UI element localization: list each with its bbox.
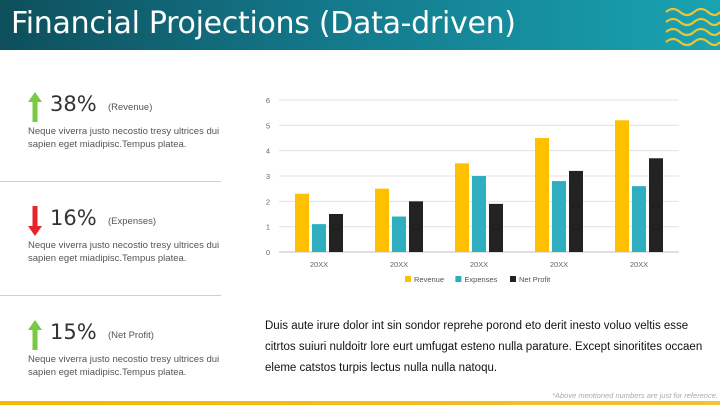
stat-label: (Net Profit)	[108, 330, 154, 341]
divider	[0, 295, 221, 296]
arrow-shape	[28, 320, 42, 350]
bar-chart: 0 1 2 3 4 5 6 20XX 20XX 20XX 20XX 20XX Revenue Expens…	[266, 96, 679, 284]
x-tick-label: 20XX	[310, 260, 328, 269]
bar	[649, 158, 663, 252]
bar	[409, 201, 423, 252]
y-tick-label: 4	[266, 147, 270, 156]
stat-expenses: 16% (Expenses) Neque viverra justo necos…	[28, 206, 238, 265]
bar	[312, 224, 326, 252]
bar	[375, 188, 389, 252]
arrow-shape	[28, 206, 42, 236]
bottom-accent-bar	[0, 401, 720, 405]
bar	[329, 214, 343, 252]
bar	[295, 193, 309, 252]
stat-description: Neque viverra justo necostio tresy ultri…	[28, 126, 220, 150]
bar	[552, 181, 566, 252]
legend-swatch	[510, 276, 516, 282]
bar	[615, 120, 629, 252]
y-tick-label: 1	[266, 223, 270, 232]
legend-swatch	[455, 276, 462, 282]
stat-label: (Expenses)	[108, 216, 157, 227]
legend-entry: Revenue	[414, 275, 444, 284]
legend-entry: Net Profit	[519, 275, 551, 284]
wave-decoration-icon	[665, 7, 720, 47]
bar	[489, 203, 503, 252]
y-tick-label: 3	[266, 172, 270, 181]
arrow-shape	[28, 92, 42, 122]
arrow-up-icon	[28, 320, 42, 350]
x-tick-label: 20XX	[470, 260, 488, 269]
stat-description: Neque viverra justo necostio tresy ultri…	[28, 354, 220, 378]
stat-net-profit: 15% (Net Profit) Neque viverra justo nec…	[28, 320, 238, 379]
stat-percent: 38%	[50, 92, 97, 116]
bar	[472, 176, 486, 252]
divider	[0, 181, 221, 182]
page-title: Financial Projections (Data-driven)	[11, 6, 516, 41]
body-paragraph: Duis aute irure dolor int sin sondor rep…	[265, 320, 703, 374]
x-tick-label: 20XX	[390, 260, 408, 269]
bar	[535, 138, 549, 252]
x-tick-label: 20XX	[550, 260, 568, 269]
y-tick-label: 0	[266, 248, 270, 257]
y-tick-label: 2	[266, 197, 270, 206]
arrow-up-icon	[28, 92, 42, 122]
legend-entry: Expenses	[464, 275, 497, 284]
bar	[632, 186, 646, 252]
y-tick-label: 6	[266, 96, 270, 105]
stat-revenue: 38% (Revenue) Neque viverra justo necost…	[28, 92, 238, 151]
x-tick-label: 20XX	[630, 260, 648, 269]
title-bar: Financial Projections (Data-driven)	[0, 0, 720, 50]
stat-percent: 15%	[50, 320, 97, 344]
stat-percent: 16%	[50, 206, 97, 230]
bar	[569, 170, 583, 252]
footnote: *Above mentioned numbers are just for re…	[552, 391, 718, 400]
arrow-down-icon	[28, 206, 42, 236]
stat-label: (Revenue)	[108, 102, 153, 113]
legend-swatch	[405, 276, 411, 282]
bar	[392, 216, 406, 252]
stat-description: Neque viverra justo necostio tresy ultri…	[28, 240, 220, 264]
bar	[455, 163, 469, 252]
y-tick-label: 5	[266, 121, 270, 130]
